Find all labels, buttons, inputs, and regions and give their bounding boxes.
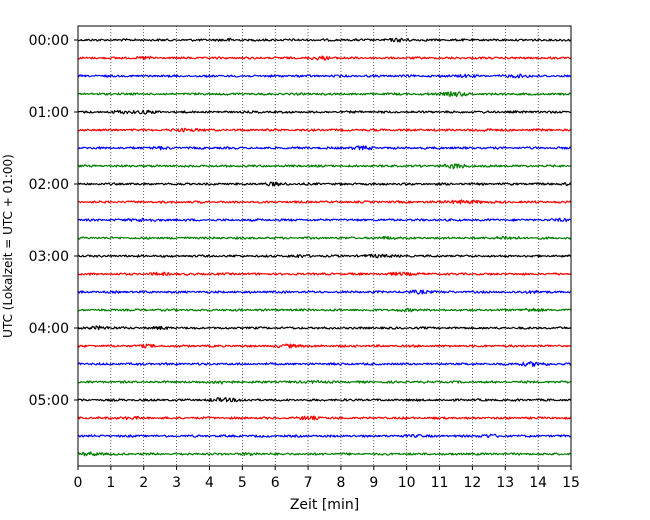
trace-0200 [77,181,572,187]
trace-0330 [77,289,572,295]
x-tick-label: 14 [529,475,547,491]
plot-frame [77,25,572,467]
x-tick-label: 7 [304,475,313,491]
x-axis: 0 1 2 3 4 5 6 7 8 9 10 11 12 13 14 15 [74,466,580,491]
trace-0415 [77,343,572,349]
trace-0230 [77,217,572,223]
trace-0130 [77,145,572,151]
y-tick-label: 04:00 [29,321,69,337]
y-tick-label: 05:00 [29,393,69,409]
trace-0400 [77,325,572,331]
y-tick-label: 01:00 [29,105,69,121]
trace-0430 [77,361,572,367]
trace-0015 [77,55,572,61]
trace-0445 [77,379,572,385]
x-tick-label: 9 [369,475,378,491]
plot-background [78,26,571,466]
trace-0300 [77,253,572,259]
x-tick-label: 12 [463,475,481,491]
trace-0145 [77,163,572,170]
x-grid [110,26,539,466]
x-tick-label: 1 [106,475,115,491]
x-tick-label: 5 [238,475,247,491]
y-axis: 00:00 01:00 02:00 03:00 04:00 05:00 [29,33,78,409]
x-tick-label: 6 [271,475,280,491]
trace-0345 [77,307,572,313]
trace-0500 [77,397,572,403]
y-tick-label: 00:00 [29,33,69,49]
trace-0515 [77,415,572,421]
trace-0545 [77,451,572,457]
x-tick-label: 0 [74,475,83,491]
x-tick-label: 3 [172,475,181,491]
x-axis-label: Zeit [min] [290,497,359,513]
trace-0100 [77,109,572,115]
x-tick-label: 15 [562,475,580,491]
y-tick-label: 02:00 [29,177,69,193]
trace-group [77,37,572,457]
trace-0045 [77,90,571,98]
x-tick-label: 4 [205,475,214,491]
x-tick-label: 11 [431,475,449,491]
x-tick-label: 10 [398,475,416,491]
trace-0030 [77,73,572,79]
x-tick-label: 8 [336,475,345,491]
trace-0115 [77,127,572,133]
x-tick-label: 13 [496,475,514,491]
trace-0215 [77,199,572,205]
trace-0530 [77,433,572,439]
y-axis-label: UTC (Lokalzeit = UTC + 01:00) [1,154,15,338]
trace-0000 [77,37,572,43]
y-tick-label: 03:00 [29,249,69,265]
x-tick-label: 2 [139,475,148,491]
trace-0315 [77,271,572,277]
trace-0245 [77,235,572,240]
